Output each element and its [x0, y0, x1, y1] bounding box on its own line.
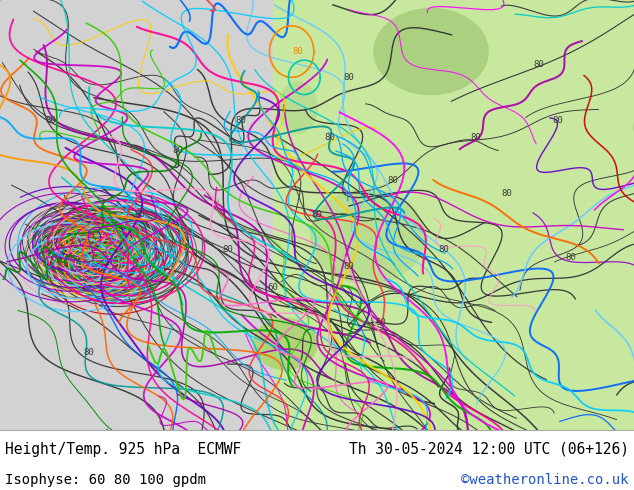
Text: 80: 80 [439, 245, 449, 254]
Text: Isophyse: 60 80 100 gpdm: Isophyse: 60 80 100 gpdm [5, 473, 206, 487]
Text: 80: 80 [344, 262, 354, 271]
Text: 80: 80 [223, 245, 233, 254]
Text: Height/Temp. 925 hPa  ECMWF: Height/Temp. 925 hPa ECMWF [5, 442, 242, 457]
Text: 80: 80 [46, 116, 56, 125]
Text: 80: 80 [388, 176, 398, 185]
Ellipse shape [254, 318, 317, 369]
Text: 80: 80 [502, 189, 512, 198]
Text: 60: 60 [268, 283, 278, 293]
Text: 80: 80 [470, 133, 481, 142]
Text: Th 30-05-2024 12:00 UTC (06+126): Th 30-05-2024 12:00 UTC (06+126) [349, 442, 629, 457]
Text: 80: 80 [325, 133, 335, 142]
Text: 80: 80 [553, 116, 563, 125]
Text: ©weatheronline.co.uk: ©weatheronline.co.uk [462, 473, 629, 487]
Text: 80: 80 [134, 210, 145, 220]
Text: 80: 80 [236, 116, 246, 125]
Bar [0, 0, 273, 430]
Ellipse shape [311, 189, 425, 284]
Text: 80: 80 [344, 73, 354, 82]
Text: 80: 80 [534, 60, 544, 69]
Bar [273, 0, 634, 430]
Text: 80: 80 [172, 146, 183, 155]
Text: 60: 60 [375, 318, 385, 327]
Text: 80: 80 [293, 47, 303, 56]
Ellipse shape [279, 82, 317, 133]
Ellipse shape [374, 9, 488, 95]
Text: 80: 80 [84, 348, 94, 357]
Text: 80: 80 [312, 210, 322, 220]
Text: 80: 80 [566, 253, 576, 262]
